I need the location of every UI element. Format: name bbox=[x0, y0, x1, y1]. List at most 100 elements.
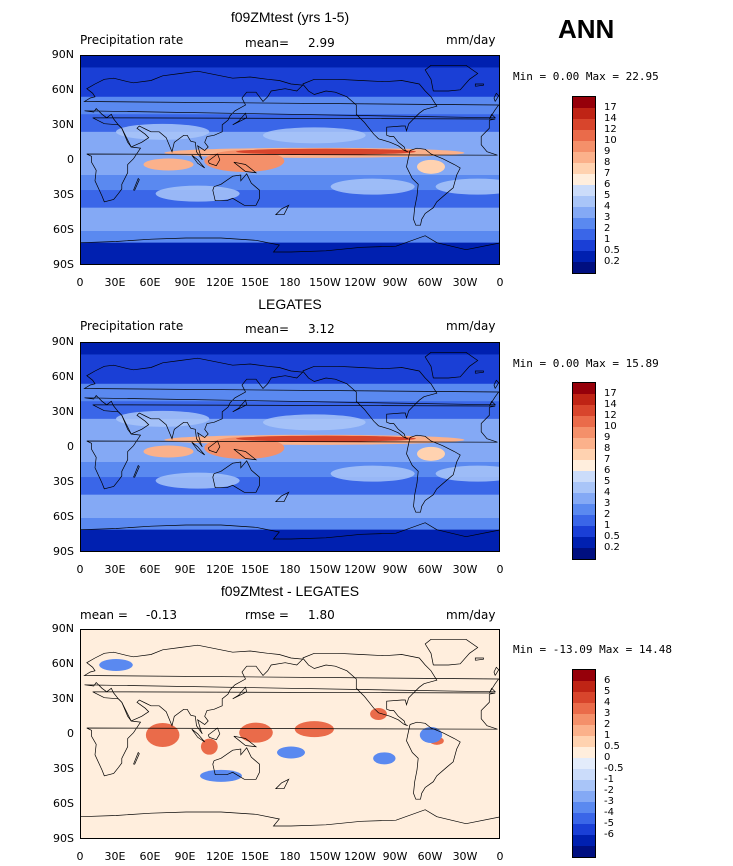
lat-tick-label: 0 bbox=[67, 727, 74, 740]
colorbar-box bbox=[573, 240, 595, 251]
colorbar-level-label: 4 bbox=[604, 697, 611, 708]
colorbar-level-label: 4 bbox=[604, 487, 611, 498]
colorbar-level-label: 6 bbox=[604, 675, 611, 686]
mean-value: 3.12 bbox=[308, 322, 335, 336]
lon-tick-label: 30W bbox=[452, 276, 478, 289]
difference-map bbox=[80, 629, 500, 839]
lon-tick-label: 0 bbox=[496, 850, 504, 863]
lat-tick-label: 60S bbox=[53, 797, 74, 810]
lat-tick-label: 90S bbox=[53, 832, 74, 845]
rmse-value: 1.80 bbox=[308, 608, 335, 622]
colorbar-level-label: 6 bbox=[604, 465, 611, 476]
colorbar-box bbox=[573, 108, 595, 119]
season-label: ANN bbox=[558, 14, 615, 44]
max-label: Max = bbox=[585, 357, 619, 370]
lat-tick-label: 0 bbox=[67, 440, 74, 453]
rmse-label: rmse = bbox=[245, 608, 289, 622]
colorbar-box bbox=[573, 394, 595, 405]
panel-title: f09ZMtest - LEGATES bbox=[220, 583, 360, 599]
colorbar-level-label: 8 bbox=[604, 157, 611, 168]
colorbar-box bbox=[573, 405, 595, 416]
variable-label: Precipitation rate bbox=[80, 319, 184, 333]
min-value: 0.00 bbox=[552, 70, 580, 83]
colorbar-level-label: 2 bbox=[604, 223, 611, 234]
colorbar-box bbox=[573, 548, 595, 559]
lon-tick-label: 120W bbox=[344, 563, 376, 576]
colorbar-level-label: 6 bbox=[604, 179, 611, 190]
map-canvas bbox=[81, 56, 499, 264]
colorbar-box bbox=[573, 229, 595, 240]
colorbar-box bbox=[573, 207, 595, 218]
colorbar-level-label: 7 bbox=[604, 454, 611, 465]
min-max-readout: Min = 0.00 Max = 15.89 bbox=[513, 357, 659, 370]
colorbar-level-label: 10 bbox=[604, 421, 617, 432]
colorbar-box bbox=[573, 846, 595, 857]
colorbar-level-label: 0.2 bbox=[604, 542, 620, 553]
lon-tick-label: 120E bbox=[206, 850, 234, 863]
lon-tick-label: 120W bbox=[344, 850, 376, 863]
colorbar-box bbox=[573, 791, 595, 802]
colorbar-box bbox=[573, 130, 595, 141]
colorbar-level-label: 2 bbox=[604, 719, 611, 730]
colorbar-box bbox=[573, 152, 595, 163]
lon-tick-label: 180 bbox=[279, 563, 301, 576]
lon-tick-label: 0 bbox=[76, 276, 84, 289]
lon-tick-label: 150E bbox=[241, 276, 269, 289]
colorbar-level-label: 0.5 bbox=[604, 245, 620, 256]
lon-tick-label: 0 bbox=[76, 563, 84, 576]
lon-tick-label: 30E bbox=[104, 276, 126, 289]
lat-tick-label: 60S bbox=[53, 223, 74, 236]
colorbar bbox=[572, 382, 596, 560]
colorbar-box bbox=[573, 670, 595, 681]
min-value: -13.09 bbox=[552, 643, 593, 656]
lon-tick-label: 180 bbox=[279, 276, 301, 289]
colorbar-level-label: 1 bbox=[604, 730, 611, 741]
colorbar-level-label: 1 bbox=[604, 234, 611, 245]
colorbar-level-label: 3 bbox=[604, 708, 611, 719]
colorbar-level-label: -3 bbox=[604, 796, 614, 807]
max-label: Max = bbox=[599, 643, 633, 656]
colorbar-level-label: -1 bbox=[604, 774, 614, 785]
colorbar-level-label: -4 bbox=[604, 807, 614, 818]
colorbar-level-label: 0 bbox=[604, 752, 611, 763]
mean-label: mean= bbox=[245, 322, 290, 336]
colorbar-level-label: 4 bbox=[604, 201, 611, 212]
lon-tick-label: 120E bbox=[206, 563, 234, 576]
variable-label: Precipitation rate bbox=[80, 33, 184, 47]
colorbar-box bbox=[573, 262, 595, 273]
colorbar-box bbox=[573, 141, 595, 152]
colorbar-box bbox=[573, 471, 595, 482]
colorbar-box bbox=[573, 835, 595, 846]
colorbar-box bbox=[573, 780, 595, 791]
colorbar-box bbox=[573, 449, 595, 460]
colorbar-level-label: 12 bbox=[604, 124, 617, 135]
colorbar-box bbox=[573, 769, 595, 780]
min-value: 0.00 bbox=[552, 357, 580, 370]
colorbar-box bbox=[573, 482, 595, 493]
colorbar-box bbox=[573, 515, 595, 526]
lon-tick-label: 60W bbox=[417, 850, 443, 863]
colorbar-level-label: 5 bbox=[604, 686, 611, 697]
lat-tick-label: 90N bbox=[51, 622, 74, 635]
lon-tick-label: 30E bbox=[104, 563, 126, 576]
lon-tick-label: 90W bbox=[382, 850, 408, 863]
colorbar-level-label: 2 bbox=[604, 509, 611, 520]
lat-tick-label: 60N bbox=[51, 83, 74, 96]
colorbar-box bbox=[573, 802, 595, 813]
lon-tick-label: 90W bbox=[382, 563, 408, 576]
max-label: Max = bbox=[585, 70, 619, 83]
max-value: 22.95 bbox=[625, 70, 659, 83]
lat-tick-label: 90N bbox=[51, 335, 74, 348]
map-canvas bbox=[81, 343, 499, 551]
map-canvas bbox=[81, 630, 499, 838]
lon-tick-label: 150W bbox=[309, 563, 341, 576]
min-max-readout: Min = 0.00 Max = 22.95 bbox=[513, 70, 659, 83]
lon-tick-label: 0 bbox=[496, 563, 504, 576]
lon-tick-label: 180 bbox=[279, 850, 301, 863]
colorbar-level-label: 1 bbox=[604, 520, 611, 531]
lat-tick-label: 60N bbox=[51, 370, 74, 383]
lon-tick-label: 150E bbox=[241, 850, 269, 863]
lon-tick-label: 0 bbox=[496, 276, 504, 289]
colorbar-box bbox=[573, 736, 595, 747]
mean-label: mean = bbox=[80, 608, 128, 622]
